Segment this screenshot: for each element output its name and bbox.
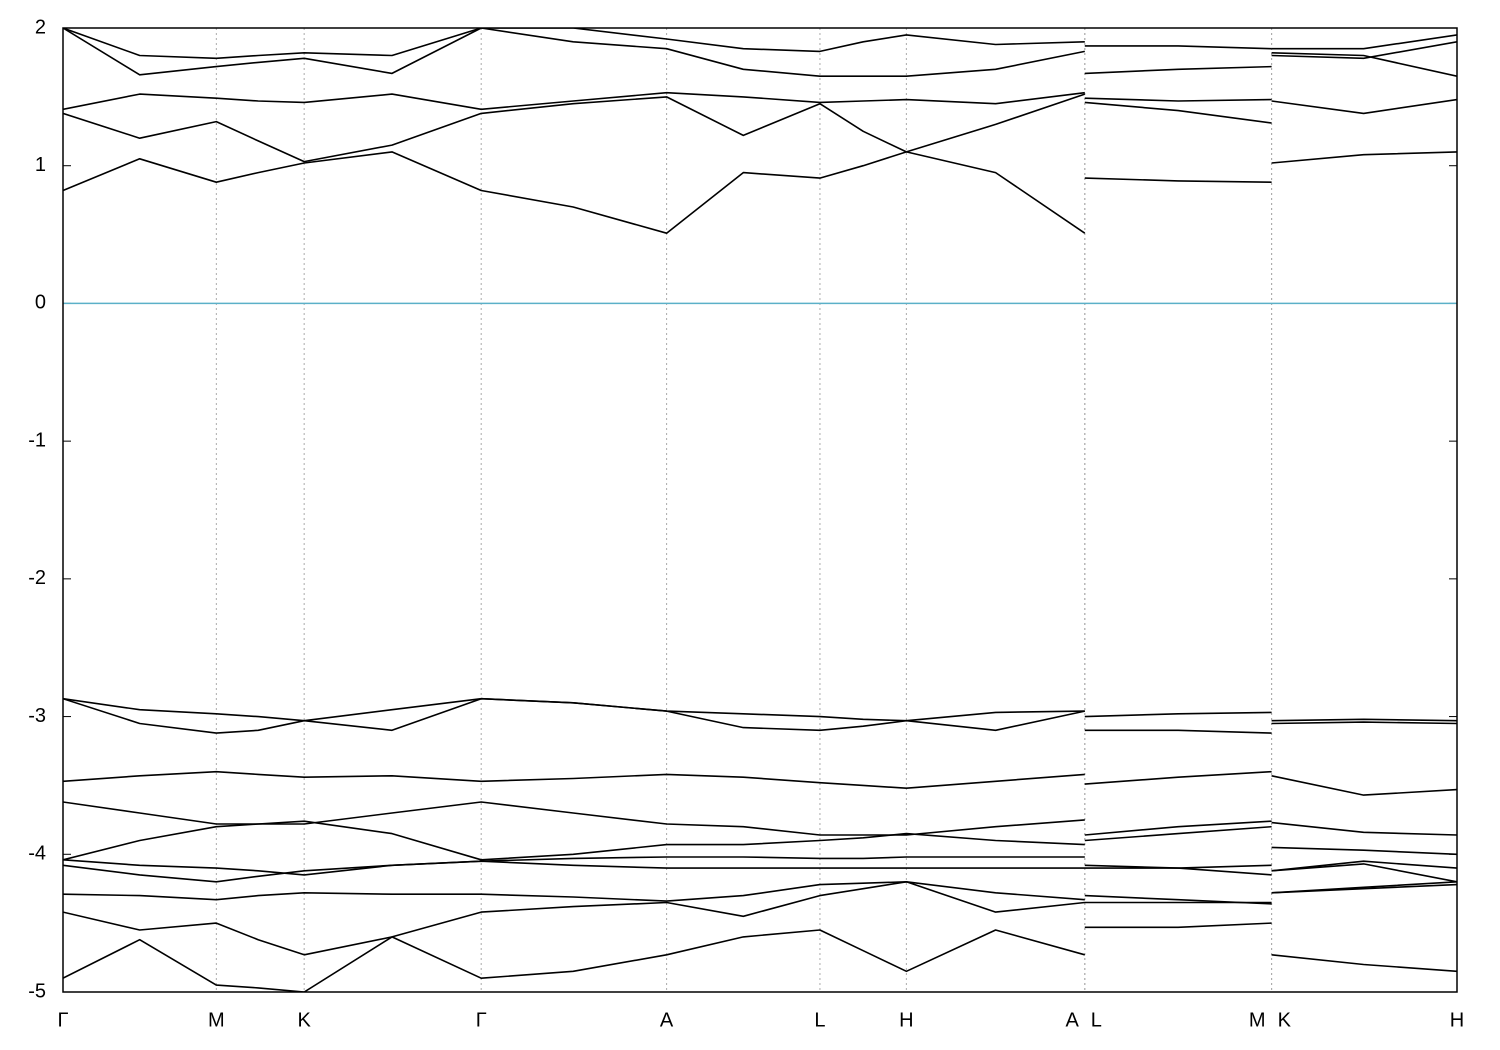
band-line xyxy=(63,28,1457,60)
x-tick-label: L xyxy=(814,1009,825,1031)
y-tick-label: -2 xyxy=(28,567,46,589)
x-tick-label: K xyxy=(1278,1009,1292,1031)
band-line xyxy=(63,860,1457,883)
x-tick-label: A xyxy=(660,1009,674,1031)
band-line xyxy=(63,770,1457,796)
band-line xyxy=(63,697,1457,722)
y-tick-label: 1 xyxy=(35,154,46,176)
grid xyxy=(62,27,1458,993)
y-tick-label: -4 xyxy=(28,843,46,865)
y-tick-label: 2 xyxy=(35,16,46,38)
x-tick-label: L xyxy=(1091,1009,1102,1031)
band-line xyxy=(63,922,1457,992)
band-line xyxy=(63,881,1457,956)
band-line xyxy=(63,28,1457,77)
x-tick-label: K xyxy=(297,1009,311,1031)
plot-frame xyxy=(62,27,1458,993)
x-tick-label: Γ xyxy=(476,1009,487,1031)
x-tick-label: Γ xyxy=(57,1009,68,1031)
y-tick-label: -3 xyxy=(28,705,46,727)
band-line xyxy=(63,93,1457,163)
x-tick-label: H xyxy=(899,1009,913,1031)
band-line xyxy=(63,881,1457,905)
y-tick-label: -1 xyxy=(28,429,46,451)
bands xyxy=(63,28,1457,992)
y-tick-label: -5 xyxy=(28,980,46,1002)
band-line xyxy=(63,151,1457,234)
band-line xyxy=(63,801,1457,836)
band-line xyxy=(63,820,1457,861)
x-tick-label: H xyxy=(1450,1009,1464,1031)
band-line xyxy=(63,697,1457,734)
band-line xyxy=(63,52,1457,111)
x-tick-label: M xyxy=(1249,1009,1266,1031)
x-tick-label: A xyxy=(1065,1009,1079,1031)
x-tick-label: M xyxy=(208,1009,225,1031)
y-tick-label: 0 xyxy=(35,292,46,314)
